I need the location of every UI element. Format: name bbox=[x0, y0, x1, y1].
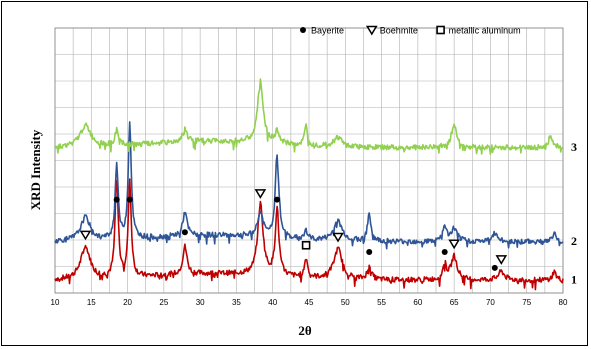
x-tick-label: 20 bbox=[123, 298, 132, 307]
series-lines bbox=[54, 78, 564, 291]
curve-labels: 1 2 3 bbox=[571, 140, 577, 286]
series-line-2 bbox=[54, 121, 564, 250]
legend-label: metallic aluminum bbox=[449, 26, 521, 36]
annotation-open-triangle-down bbox=[448, 239, 460, 250]
x-tick-label: 15 bbox=[87, 298, 96, 307]
legend: Bayerite Boehmite metallic aluminum bbox=[300, 26, 521, 36]
x-tick-label: 10 bbox=[51, 298, 60, 307]
annotation-filled-circle bbox=[126, 196, 133, 203]
annotation-open-triangle-down bbox=[254, 189, 267, 199]
x-tick-label: 35 bbox=[232, 298, 241, 307]
legend-marker-open-square bbox=[436, 25, 445, 35]
curve-label-3: 3 bbox=[571, 140, 577, 154]
x-tick-labels: 10 15 20 25 30 35 40 45 50 55 60 65 70 75 80 bbox=[51, 298, 568, 307]
x-tick-label: 30 bbox=[196, 298, 205, 307]
x-tick-label: 70 bbox=[486, 298, 495, 307]
plot-area-border bbox=[54, 27, 564, 294]
annotation-open-triangle-down bbox=[495, 255, 508, 265]
annotation-filled-circle bbox=[441, 249, 448, 256]
legend-marker-open-triangle-down bbox=[365, 25, 378, 36]
legend-label: Bayerite bbox=[311, 26, 344, 36]
curve-label-1: 1 bbox=[571, 273, 577, 287]
series-line-3 bbox=[54, 78, 564, 155]
series-line-1 bbox=[54, 178, 564, 291]
annotation-filled-circle bbox=[113, 196, 120, 203]
x-tick-label: 80 bbox=[559, 298, 568, 307]
phase-annotations bbox=[79, 189, 508, 271]
x-tick-label: 50 bbox=[341, 298, 350, 307]
x-tick-label: 25 bbox=[159, 298, 168, 307]
legend-label: Boehmite bbox=[380, 26, 418, 36]
x-tick-label: 45 bbox=[305, 298, 314, 307]
y-axis-label: XRD Intensity bbox=[28, 129, 43, 210]
x-tick-label: 75 bbox=[522, 298, 531, 307]
x-tick-label: 65 bbox=[450, 298, 459, 307]
curve-label-2: 2 bbox=[571, 234, 577, 248]
annotation-open-triangle-down bbox=[79, 230, 92, 241]
x-tick-label: 40 bbox=[268, 298, 277, 307]
x-axis-label: 2θ bbox=[298, 323, 312, 338]
annotation-filled-circle bbox=[491, 264, 498, 271]
chart-axes bbox=[54, 27, 564, 294]
annotation-open-square bbox=[301, 240, 311, 250]
annotation-filled-circle bbox=[181, 229, 188, 236]
x-tick-label: 60 bbox=[413, 298, 422, 307]
annotation-filled-circle bbox=[274, 196, 281, 203]
annotation-open-triangle-down bbox=[332, 232, 344, 243]
legend-marker-filled-circle bbox=[300, 27, 306, 33]
x-tick-label: 55 bbox=[377, 298, 386, 307]
annotation-filled-circle bbox=[366, 248, 373, 255]
